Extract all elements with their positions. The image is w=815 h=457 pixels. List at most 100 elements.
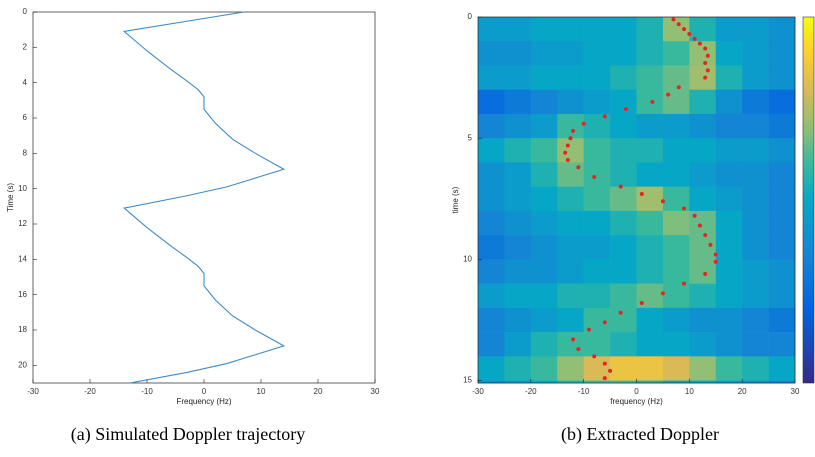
heat-cell [557, 235, 584, 260]
heat-cell [610, 356, 637, 381]
heat-cell [583, 138, 611, 163]
doppler-point [639, 301, 644, 306]
heat-cell [715, 138, 743, 163]
doppler-point [703, 46, 708, 51]
heat-cell [715, 235, 743, 260]
subplot: -30 -20 -10 0 10 20 30 0 2 4 6 8 10 12 14 16 18 20 Frequen… [6, 7, 380, 445]
heat-cell [636, 380, 664, 384]
heat-cell [530, 356, 558, 381]
heat-cell [478, 186, 505, 212]
caption: (a) Simulated Doppler trajectory [71, 424, 305, 445]
heat-cell [530, 138, 558, 163]
y-tick-label: 10 [463, 254, 472, 263]
doppler-point [576, 347, 581, 352]
doppler-point [586, 327, 591, 332]
heat-cell [742, 210, 769, 236]
heat-cell [557, 113, 584, 139]
heat-cell [636, 235, 664, 260]
heat-cell [504, 113, 532, 139]
heat-cell [504, 380, 532, 384]
y-tick-label: 4 [23, 78, 28, 87]
axes-box [32, 11, 376, 384]
heat-cell [610, 162, 637, 187]
heat-cell [636, 307, 664, 333]
doppler-point [697, 223, 702, 228]
heat-cell [530, 332, 558, 357]
heat-cell [583, 380, 611, 384]
heat-cell [636, 162, 664, 187]
heat-cell [636, 41, 664, 66]
heat-cell [636, 138, 664, 163]
heat-cell [478, 307, 505, 333]
heat-cell [768, 65, 796, 91]
heat-cell [742, 65, 769, 91]
heat-cell [742, 307, 769, 333]
doppler-point [676, 22, 681, 27]
heat-cell [583, 65, 611, 91]
heat-cell [742, 17, 769, 42]
heat-cell [557, 138, 584, 163]
doppler-point [697, 41, 702, 46]
heat-cell [636, 356, 664, 381]
heat-cell [557, 65, 584, 91]
x-tick-label: 30 [371, 387, 380, 396]
heat-cell [662, 162, 690, 187]
heat-cell [504, 186, 532, 212]
doppler-point [692, 36, 697, 41]
heat-cell [530, 259, 558, 284]
heat-cell [662, 356, 690, 381]
heat-cell [636, 259, 664, 284]
heat-cell [689, 41, 717, 66]
x-tick-label: 10 [685, 387, 694, 396]
doppler-point [682, 206, 687, 211]
heat-cell [610, 89, 637, 115]
heat-cell [662, 235, 690, 260]
heat-cell [478, 210, 505, 236]
heat-cell [557, 356, 584, 381]
heat-cell [768, 41, 796, 66]
heat-cell [662, 380, 690, 384]
heat-cell [557, 210, 584, 236]
doppler-point [660, 291, 665, 296]
heat-cell [610, 380, 637, 384]
heat-cell [530, 89, 558, 115]
doppler-point [608, 368, 613, 373]
heat-cell [478, 113, 505, 139]
x-tick-label: 30 [791, 387, 800, 396]
heat-cell [768, 235, 796, 260]
y-tick-label: 6 [23, 113, 28, 122]
heat-cell [478, 332, 505, 357]
heat-cell [662, 65, 690, 91]
doppler-point [671, 17, 676, 22]
heat-cell [768, 307, 796, 333]
heat-cell [583, 186, 611, 212]
x-tick-label: 0 [202, 387, 207, 396]
heat-cell [478, 89, 505, 115]
heat-cell [610, 235, 637, 260]
doppler-point [563, 150, 568, 155]
heat-cell [557, 380, 584, 384]
heat-cell [478, 65, 505, 91]
y-tick-label: 20 [18, 360, 27, 369]
heat-cell [610, 283, 637, 309]
heat-cell [557, 17, 584, 42]
y-tick-label: 12 [18, 219, 27, 228]
heat-cell [768, 162, 796, 187]
heat-cell [689, 283, 717, 309]
doppler-point [682, 281, 687, 286]
heat-cell [583, 235, 611, 260]
doppler-point [705, 68, 710, 73]
heat-cell [504, 210, 532, 236]
heat-cell [530, 307, 558, 333]
doppler-point [713, 252, 718, 257]
heat-cell [715, 307, 743, 333]
y-tick-label: 16 [18, 290, 27, 299]
heat-cell [662, 332, 690, 357]
heat-cell [715, 210, 743, 236]
heat-cell [742, 41, 769, 66]
x-tick-label: -30 [27, 387, 39, 396]
heat-cell [715, 283, 743, 309]
heat-cell [610, 307, 637, 333]
y-tick-label: 8 [23, 148, 28, 157]
